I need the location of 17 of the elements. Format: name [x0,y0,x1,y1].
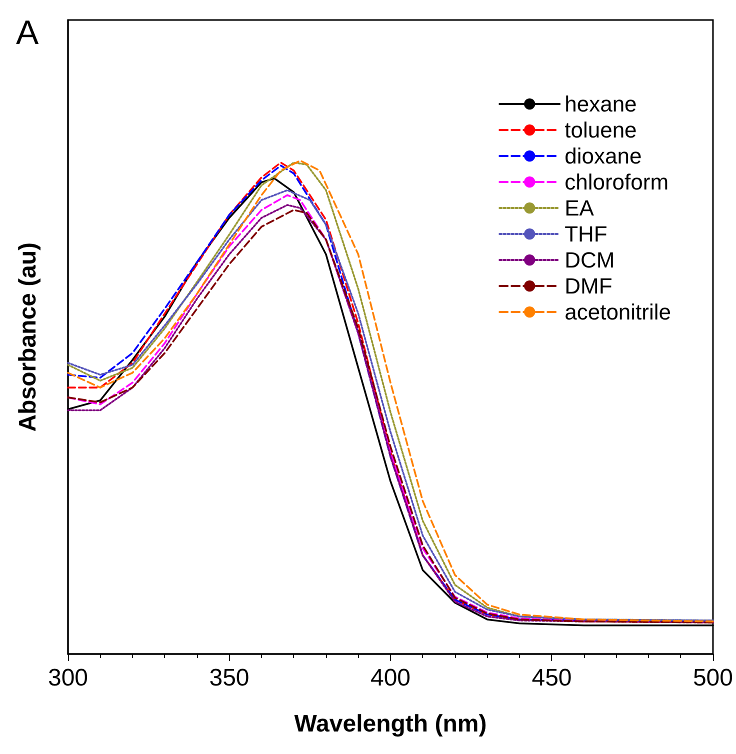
legend-label: THF [564,222,608,246]
text: A [16,14,39,52]
legend-label: toluene [564,118,637,142]
y-axis-title: Absorbance (au) [14,242,42,432]
legend-label: DMF [564,274,612,298]
x-tick-label: 350 [209,664,250,692]
legend-label: hexane [564,92,637,116]
legend-label: chloroform [564,170,669,194]
x-axis-title: Wavelength (nm) [294,710,487,738]
x-tick-label: 400 [370,664,411,692]
x-tick-label: 300 [48,664,88,692]
x-tick-label: 450 [532,664,572,692]
x-tick-label: 500 [692,664,733,692]
legend-label: DCM [564,248,615,272]
legend-label: EA [564,196,594,220]
legend-label: dioxane [564,144,642,168]
legend-label: acetonitrile [564,300,671,324]
